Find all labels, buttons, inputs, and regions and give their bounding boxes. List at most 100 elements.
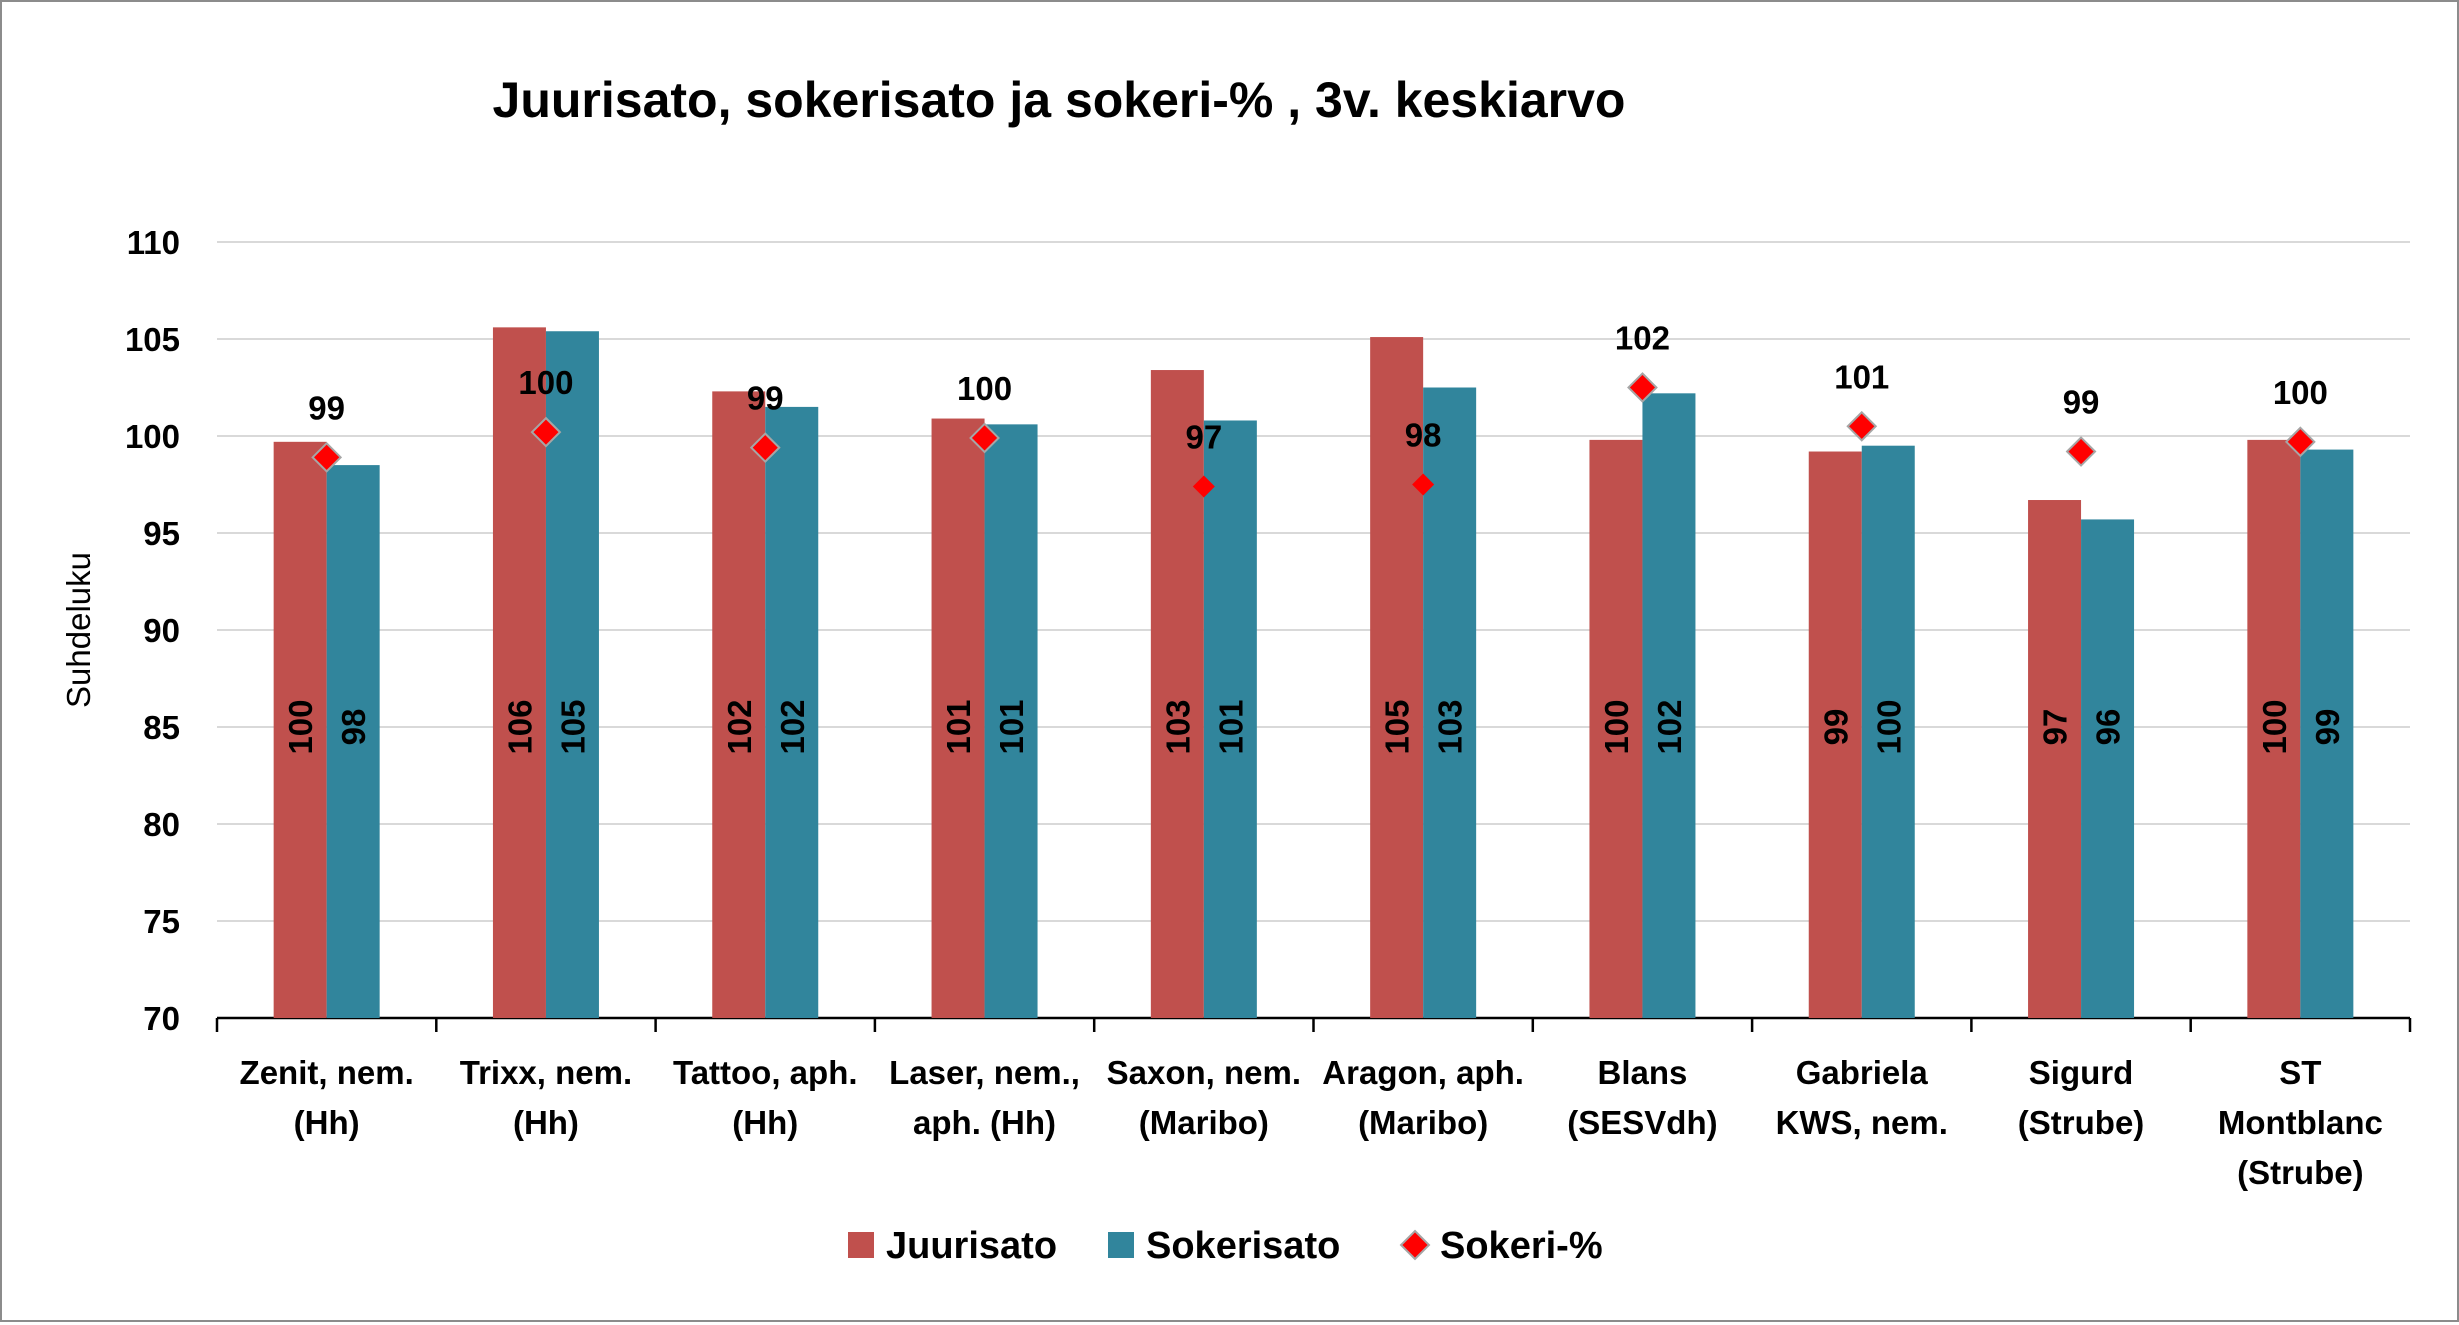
data-labels: 100 98 99 106 105 100 102 102 99 101 101 100 103 101 9… xyxy=(282,320,2346,755)
marker-sokeri xyxy=(1412,473,1435,496)
bar-sokerisato xyxy=(984,424,1038,1018)
x-tick-label: (Maribo) xyxy=(1358,1104,1488,1141)
marker-sokeri xyxy=(1627,372,1658,403)
marker-value-label: 99 xyxy=(308,389,345,426)
y-tick-label: 95 xyxy=(143,515,180,552)
bar-value-label: 101 xyxy=(1212,699,1249,754)
bar-value-label: 105 xyxy=(554,699,591,754)
marker-value-label: 100 xyxy=(2273,374,2328,411)
x-tick-label: KWS, nem. xyxy=(1776,1104,1948,1141)
marker-sokeri xyxy=(2284,426,2316,458)
bar-value-label: 100 xyxy=(1598,699,1635,754)
x-tick-label: Saxon, nem. xyxy=(1107,1054,1301,1091)
x-tick-label: (Hh) xyxy=(294,1104,360,1141)
bar-value-label: 97 xyxy=(2037,709,2074,746)
bar-sokerisato xyxy=(2081,519,2135,1018)
y-axis-label: Suhdeluku xyxy=(60,552,97,708)
bar-value-label: 100 xyxy=(2256,699,2293,754)
bars xyxy=(273,327,2354,1019)
bar-value-label: 102 xyxy=(774,699,811,754)
bar-juurisato xyxy=(712,391,766,1018)
bar-juurisato xyxy=(1589,439,1643,1018)
bar-value-label: 100 xyxy=(282,699,319,754)
legend-label: Sokeri-% xyxy=(1440,1225,1603,1267)
x-tick-label: Blans xyxy=(1598,1054,1688,1091)
bar-juurisato xyxy=(1808,451,1862,1018)
x-tick-label: (Hh) xyxy=(513,1104,579,1141)
marker-value-label: 99 xyxy=(747,380,784,417)
bar-juurisato xyxy=(492,327,546,1018)
y-tick-label: 100 xyxy=(125,418,180,455)
bar-sokerisato xyxy=(1861,445,1915,1018)
bar-value-label: 102 xyxy=(721,699,758,754)
y-tick-label: 75 xyxy=(143,903,180,940)
bar-value-label: 103 xyxy=(1432,699,1469,754)
x-tick-label: Aragon, aph. xyxy=(1322,1054,1524,1091)
marker-sokeri xyxy=(969,422,1000,454)
bar-value-label: 101 xyxy=(940,699,977,754)
bar-juurisato xyxy=(2247,439,2301,1018)
bar-value-label: 99 xyxy=(1817,709,1854,746)
bar-value-label: 102 xyxy=(1651,699,1688,754)
bar-sokerisato xyxy=(765,406,819,1018)
bar-value-label: 96 xyxy=(2090,709,2127,746)
x-tick-label: (SESVdh) xyxy=(1567,1104,1717,1141)
y-tick-label: 105 xyxy=(125,321,180,358)
marker-value-label: 101 xyxy=(1834,358,1889,395)
marker-value-label: 99 xyxy=(2063,384,2100,421)
bar-value-label: 103 xyxy=(1159,699,1196,754)
bar-value-label: 99 xyxy=(2309,709,2346,746)
y-tick-label: 90 xyxy=(143,612,180,649)
bar-value-label: 98 xyxy=(335,709,372,746)
marker-value-label: 97 xyxy=(1185,418,1222,455)
x-tick-label: aph. (Hh) xyxy=(913,1104,1056,1141)
marker-sokeri xyxy=(2065,436,2097,467)
legend-label: Juurisato xyxy=(886,1225,1057,1267)
chart-title: Juurisato, sokerisato ja sokeri-% , 3v. … xyxy=(493,72,1626,128)
marker-sokeri xyxy=(749,432,781,464)
marker-sokeri xyxy=(1192,475,1215,498)
bar-sokerisato xyxy=(1423,387,1477,1018)
x-tick-label: Zenit, nem. xyxy=(240,1054,414,1091)
bar-sokerisato xyxy=(545,331,599,1018)
bar-juurisato xyxy=(273,441,327,1018)
marker-sokeri xyxy=(530,416,562,448)
x-tick-label: Tattoo, aph. xyxy=(673,1054,858,1091)
bar-value-label: 106 xyxy=(501,699,538,754)
bar-juurisato xyxy=(931,418,985,1018)
marker-value-label: 100 xyxy=(518,364,573,401)
legend-swatch-sokeri xyxy=(1399,1229,1431,1261)
y-tick-label: 85 xyxy=(143,709,180,746)
marker-value-label: 100 xyxy=(957,370,1012,407)
bar-sokerisato xyxy=(1642,393,1696,1018)
marker-value-label: 98 xyxy=(1405,417,1442,454)
bar-juurisato xyxy=(2028,500,2082,1018)
y-tick-label: 110 xyxy=(127,224,180,261)
x-tick-label: (Hh) xyxy=(732,1104,798,1141)
x-tick-label: Montblanc xyxy=(2218,1104,2383,1141)
marker-value-label: 102 xyxy=(1615,320,1670,357)
x-tick-label: Laser, nem., xyxy=(889,1054,1080,1091)
markers xyxy=(311,372,2316,498)
bar-value-label: 101 xyxy=(993,699,1030,754)
x-tick-label: Gabriela xyxy=(1796,1054,1929,1091)
x-tick-label: (Strube) xyxy=(2018,1104,2145,1141)
legend-swatch-juurisato xyxy=(848,1232,874,1258)
x-tick-label: ST xyxy=(2279,1054,2321,1091)
y-tick-label: 80 xyxy=(143,806,180,843)
bar-value-label: 105 xyxy=(1379,699,1416,754)
bar-sokerisato xyxy=(2300,449,2354,1019)
x-tick-label: (Maribo) xyxy=(1139,1104,1269,1141)
bar-value-label: 100 xyxy=(1870,699,1907,754)
bar-sokerisato xyxy=(326,465,380,1019)
legend-swatch-sokerisato xyxy=(1108,1232,1134,1258)
legend: Juurisato Sokerisato Sokeri-% xyxy=(848,1225,1603,1267)
x-tick-labels: Zenit, nem. (Hh) Trixx, nem. (Hh) Tattoo, ap… xyxy=(240,1054,2383,1191)
x-tick-label: Trixx, nem. xyxy=(460,1054,632,1091)
y-tick-label: 70 xyxy=(143,1000,180,1037)
x-tick-label: (Strube) xyxy=(2237,1154,2364,1191)
bar-juurisato xyxy=(1370,337,1424,1018)
x-tick-label: Sigurd xyxy=(2029,1054,2134,1091)
